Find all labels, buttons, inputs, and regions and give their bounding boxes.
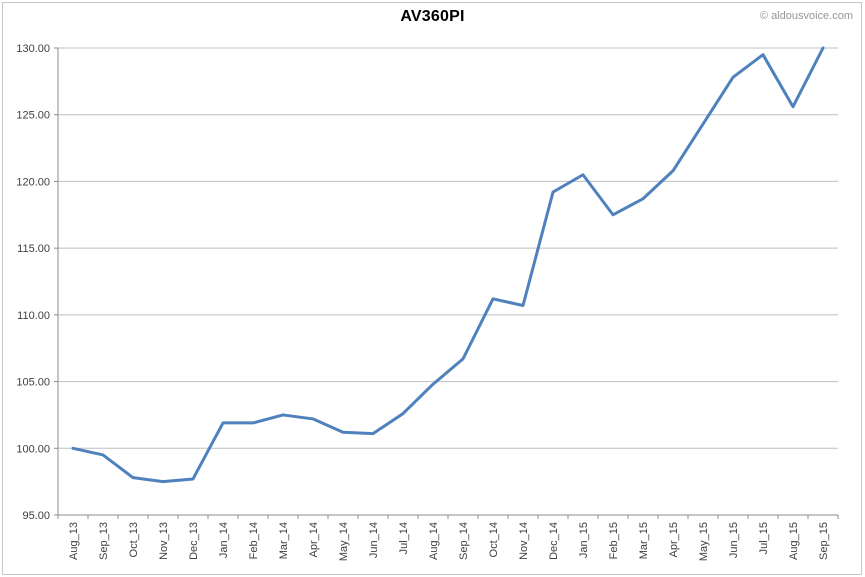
x-axis-tick-label: Oct_14: [488, 522, 500, 557]
y-axis-tick-label: 115.00: [17, 243, 50, 255]
x-axis-tick-label: Jul_14: [398, 522, 410, 554]
x-axis-tick-label: Jun_14: [368, 522, 380, 558]
x-axis-tick-label: May_14: [338, 522, 350, 561]
y-axis-tick-label: 125.00: [16, 110, 50, 122]
x-axis-tick-label: Mar_15: [638, 522, 650, 559]
y-axis-tick-label: 120.00: [16, 176, 50, 188]
x-axis-tick-label: Jun_15: [728, 522, 740, 558]
y-axis-tick-label: 100.00: [16, 443, 50, 455]
x-axis-tick-label: Feb_15: [608, 522, 620, 559]
data-series-line: [71, 46, 825, 484]
x-axis-tick-label: Dec_14: [548, 522, 560, 560]
x-axis-tick-label: Apr_15: [668, 522, 680, 557]
copyright-text: © aldousvoice.com: [759, 10, 853, 22]
y-axis-tick-label: 110.00: [17, 310, 50, 322]
x-axis-tick-label: Jan_14: [218, 522, 230, 558]
x-axis-tick-label: Aug_15: [788, 522, 800, 560]
x-axis-tick-label: Apr_14: [308, 522, 320, 557]
x-axis-tick-label: Feb_14: [248, 522, 260, 559]
x-axis-tick-label: May_15: [698, 522, 710, 561]
x-axis-tick-label: Aug_13: [68, 522, 80, 560]
x-axis-tick-label: Dec_13: [188, 522, 200, 560]
x-axis-tick-label: Sep_13: [98, 522, 110, 560]
y-axis-tick-label: 130.00: [16, 43, 50, 55]
x-axis-tick-label: Sep_15: [818, 522, 830, 560]
x-axis-tick-label: Nov_14: [518, 522, 530, 560]
y-axis-tick-label: 105.00: [16, 377, 50, 389]
chart-title: AV360PI: [400, 8, 465, 25]
x-axis-tick-label: Jan_15: [578, 522, 590, 558]
x-axis-tick-label: Oct_13: [128, 522, 140, 557]
x-axis-tick-label: Aug_14: [428, 522, 440, 560]
x-axis-tick-label: Mar_14: [278, 522, 290, 559]
x-axis-tick-label: Sep_14: [458, 522, 470, 560]
x-axis-tick-label: Nov_13: [158, 522, 170, 560]
x-axis-tick-label: Jul_15: [758, 522, 770, 554]
y-axis-tick-label: 95.00: [22, 510, 50, 522]
